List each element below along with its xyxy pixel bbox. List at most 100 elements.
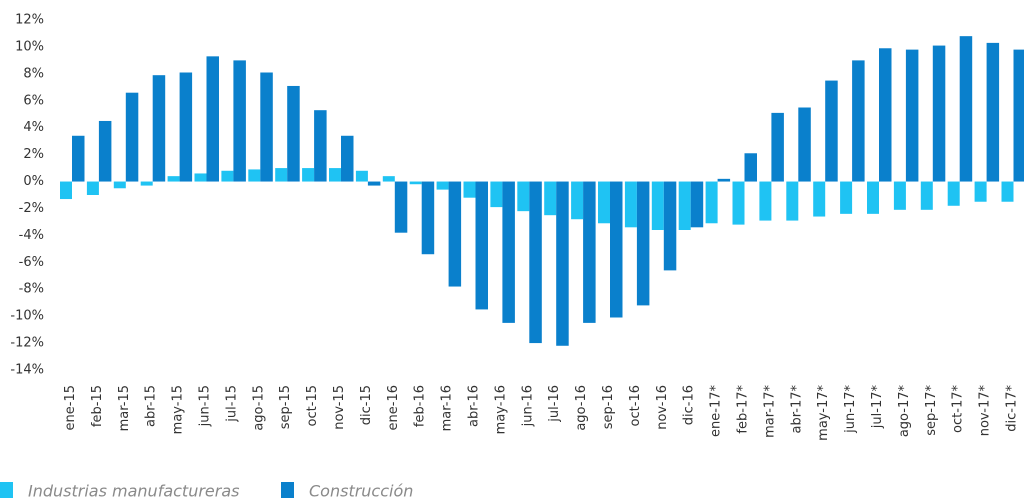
- bar: [905, 49, 919, 182]
- legend-label: Industrias manufactureras: [28, 482, 239, 501]
- bar: [86, 181, 99, 195]
- bar: [771, 112, 784, 182]
- bar: [974, 181, 987, 202]
- x-tick-label: sep-17*: [924, 385, 939, 436]
- x-tick-label: ene-17*: [709, 385, 724, 437]
- x-tick-label: dic-17*: [1004, 385, 1019, 432]
- y-tick-label: 6%: [23, 93, 44, 108]
- x-tick-label: ago-15: [251, 385, 266, 431]
- bar: [786, 181, 799, 221]
- bar: [798, 107, 811, 182]
- bar: [275, 168, 288, 182]
- bar: [732, 181, 745, 225]
- y-tick-label: -6%: [19, 255, 44, 270]
- bar: [421, 181, 435, 255]
- x-tick-label: feb-16: [413, 385, 428, 427]
- x-tick-label: ene-16: [386, 385, 401, 430]
- bar: [233, 60, 246, 182]
- bar: [825, 80, 838, 182]
- bar: [529, 181, 542, 344]
- x-tick-label: oct-16: [628, 385, 643, 426]
- bar: [583, 181, 596, 323]
- bar: [206, 56, 219, 182]
- x-tick-label: nov-16: [655, 385, 670, 430]
- x-tick-label: ago-16: [574, 385, 589, 431]
- y-tick-label: -4%: [19, 228, 44, 243]
- bar: [879, 48, 892, 182]
- x-tick-label: jun-17*: [843, 385, 858, 434]
- bar: [125, 92, 139, 182]
- x-tick-label: sep-16: [601, 385, 616, 429]
- bar: [152, 75, 166, 182]
- x-tick-label: dic-15: [359, 385, 374, 425]
- bar: [959, 36, 973, 182]
- legend-swatch: [0, 482, 13, 498]
- bar: [60, 181, 72, 200]
- y-tick-label: -14%: [10, 363, 44, 378]
- bar: [194, 173, 207, 182]
- bar: [463, 181, 476, 198]
- bar: [394, 181, 408, 233]
- x-tick-label: nov-15: [332, 385, 347, 430]
- bar: [502, 181, 515, 323]
- bar: [248, 169, 261, 182]
- bar: [260, 72, 273, 182]
- x-tick-label: may-16: [493, 385, 508, 434]
- bar: [382, 176, 395, 182]
- bar: [167, 176, 180, 182]
- bar: [947, 181, 960, 206]
- bar: [651, 181, 664, 230]
- bar: [705, 181, 718, 224]
- bar: [475, 181, 488, 310]
- bar: [920, 181, 933, 210]
- bar: [893, 181, 906, 210]
- y-tick-label: 10%: [15, 39, 44, 54]
- x-tick-label: jul-16: [547, 385, 562, 423]
- bar: [840, 181, 853, 214]
- x-tick-label: abr-16: [466, 385, 481, 427]
- bar: [744, 153, 757, 182]
- legend-label: Construcción: [309, 482, 413, 501]
- x-tick-label: abr-15: [144, 385, 159, 427]
- x-tick-label: ago-17*: [897, 385, 912, 438]
- bar: [448, 181, 462, 287]
- bar: [759, 181, 772, 221]
- y-tick-label: 2%: [23, 147, 44, 162]
- x-tick-label: jul-17*: [870, 385, 885, 430]
- bar: [932, 45, 946, 182]
- x-tick-label: nov-17*: [978, 385, 993, 437]
- bar: [986, 42, 1000, 182]
- y-tick-label: 0%: [23, 174, 44, 189]
- bar: [717, 178, 731, 182]
- bar: [690, 181, 704, 228]
- y-tick-label: 12%: [15, 13, 44, 28]
- x-tick-label: jul-15: [224, 385, 239, 423]
- bar: [221, 170, 234, 182]
- bar: [598, 181, 610, 224]
- x-tick-label: mar-17*: [762, 385, 777, 438]
- y-tick-label: -2%: [19, 201, 44, 216]
- bar: [852, 60, 865, 182]
- bar: [1013, 49, 1024, 182]
- bar: [113, 181, 126, 189]
- x-tick-label: mar-15: [117, 385, 132, 431]
- bar: [636, 181, 650, 306]
- bar: [409, 181, 422, 185]
- y-tick-label: 8%: [23, 66, 44, 81]
- bar: [663, 181, 677, 271]
- bar: [355, 170, 368, 182]
- x-tick-label: abr-17*: [789, 385, 804, 434]
- bar: [314, 110, 327, 182]
- bar: [72, 135, 85, 182]
- bar: [1001, 181, 1014, 202]
- x-tick-label: jun-16: [520, 385, 535, 427]
- bar: [98, 120, 112, 182]
- x-tick-label: jun-15: [197, 385, 212, 427]
- x-tick-label: oct-15: [305, 385, 320, 426]
- bar: [678, 181, 691, 230]
- y-tick-label: -12%: [10, 336, 44, 351]
- x-tick-label: mar-16: [440, 385, 455, 431]
- y-tick-label: -8%: [19, 282, 44, 297]
- x-tick-label: may-15: [171, 385, 186, 434]
